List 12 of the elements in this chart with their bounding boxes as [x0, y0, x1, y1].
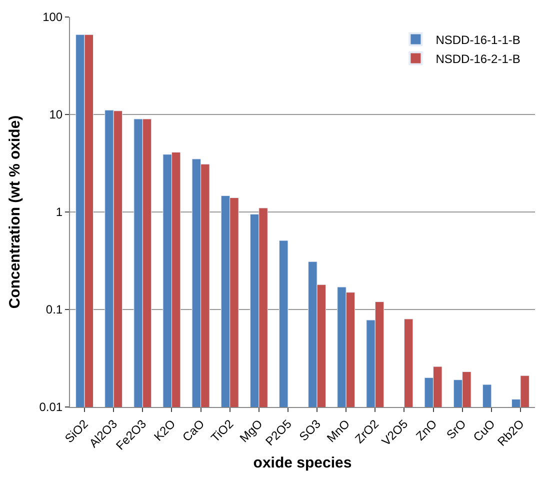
y-tick-label: 1: [56, 205, 63, 220]
legend-label: NSDD-16-2-1-B: [436, 52, 520, 66]
y-axis-title: Concentration (wt % oxide): [6, 115, 24, 309]
x-tick-label: CaO: [180, 416, 208, 444]
y-tick-label: 100: [42, 10, 63, 24]
x-tick-label: CuO: [470, 416, 498, 444]
y-tick-label: 0.1: [46, 302, 63, 317]
y-tick-label: 10: [49, 108, 63, 122]
x-axis-title: oxide species: [253, 454, 352, 472]
y-tick-label: 0.01: [39, 400, 63, 414]
legend-label: NSDD-16-1-1-B: [436, 32, 520, 47]
x-tick-label: SrO: [444, 416, 469, 442]
